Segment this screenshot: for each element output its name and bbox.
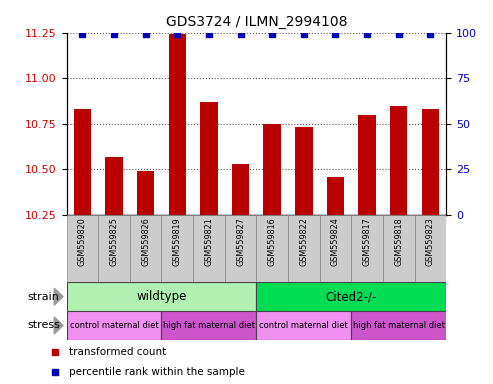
Bar xyxy=(67,311,162,340)
Text: GSM559817: GSM559817 xyxy=(362,217,372,266)
Bar xyxy=(390,106,407,215)
Text: GSM559820: GSM559820 xyxy=(78,217,87,266)
Text: GSM559818: GSM559818 xyxy=(394,217,403,266)
Bar xyxy=(319,215,351,282)
Bar xyxy=(232,164,249,215)
Bar xyxy=(352,215,383,282)
Bar xyxy=(256,215,288,282)
Text: GSM559822: GSM559822 xyxy=(299,217,308,266)
Bar xyxy=(193,215,225,282)
Bar xyxy=(383,215,415,282)
Text: GSM559823: GSM559823 xyxy=(426,217,435,266)
Bar xyxy=(256,311,352,340)
Bar xyxy=(200,102,217,215)
Bar xyxy=(256,282,446,311)
Bar xyxy=(162,311,256,340)
Bar xyxy=(73,109,91,215)
Bar xyxy=(327,177,344,215)
Text: GSM559826: GSM559826 xyxy=(141,217,150,266)
Bar xyxy=(67,215,98,282)
Bar xyxy=(422,109,439,215)
Bar xyxy=(263,124,281,215)
Bar xyxy=(98,215,130,282)
Bar xyxy=(288,215,319,282)
Text: control maternal diet: control maternal diet xyxy=(259,321,348,330)
Text: stress: stress xyxy=(27,320,60,331)
Bar xyxy=(415,215,446,282)
Bar xyxy=(351,311,446,340)
Bar xyxy=(137,171,154,215)
Bar xyxy=(169,35,186,215)
Text: GSM559824: GSM559824 xyxy=(331,217,340,266)
Bar xyxy=(295,127,313,215)
Bar xyxy=(130,215,161,282)
Text: percentile rank within the sample: percentile rank within the sample xyxy=(70,367,245,377)
Bar xyxy=(225,215,256,282)
Text: wildtype: wildtype xyxy=(136,290,187,303)
Text: GSM559816: GSM559816 xyxy=(268,217,277,266)
Text: high fat maternal diet: high fat maternal diet xyxy=(352,321,445,330)
Text: strain: strain xyxy=(27,291,59,302)
Text: GSM559825: GSM559825 xyxy=(109,217,118,266)
Title: GDS3724 / ILMN_2994108: GDS3724 / ILMN_2994108 xyxy=(166,15,347,29)
Bar xyxy=(358,115,376,215)
Text: GSM559827: GSM559827 xyxy=(236,217,245,266)
Text: GSM559819: GSM559819 xyxy=(173,217,182,266)
Text: Cited2-/-: Cited2-/- xyxy=(325,290,377,303)
Bar xyxy=(67,282,256,311)
Text: high fat maternal diet: high fat maternal diet xyxy=(163,321,255,330)
Text: transformed count: transformed count xyxy=(70,347,167,357)
Text: control maternal diet: control maternal diet xyxy=(70,321,158,330)
Bar xyxy=(161,215,193,282)
Text: GSM559821: GSM559821 xyxy=(205,217,213,266)
Bar xyxy=(106,157,123,215)
